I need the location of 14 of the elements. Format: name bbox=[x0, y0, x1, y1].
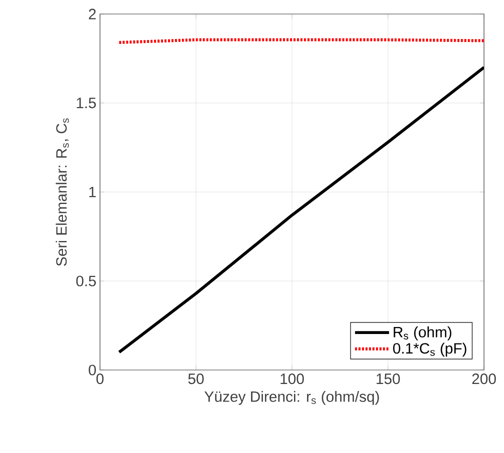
x-tick-label: 150 bbox=[376, 374, 400, 384]
y-tick-label: 1 bbox=[89, 186, 96, 198]
x-tick-label: 200 bbox=[472, 374, 496, 384]
x-axis-title: Yüzey Direnci: r$_{s}$ (ohm/sq) bbox=[204, 390, 379, 405]
legend-label: R$_{s}$ (ohm) bbox=[394, 326, 452, 340]
y-axis-title: Seri Elemanlar: R$_{s}$, C$_{s}$ bbox=[56, 118, 69, 266]
x-tick-label: 50 bbox=[188, 374, 204, 384]
y-tick-label: 0.5 bbox=[76, 276, 96, 286]
x-tick-label: 0 bbox=[96, 374, 104, 384]
x-tick-label: 100 bbox=[280, 374, 304, 384]
legend-label: 0.1*C$_{s}$ (pF) bbox=[393, 342, 466, 357]
y-tick-label: 2 bbox=[88, 8, 96, 20]
y-tick-label: 1.5 bbox=[76, 98, 96, 108]
y-tick-label: 0 bbox=[88, 364, 96, 376]
